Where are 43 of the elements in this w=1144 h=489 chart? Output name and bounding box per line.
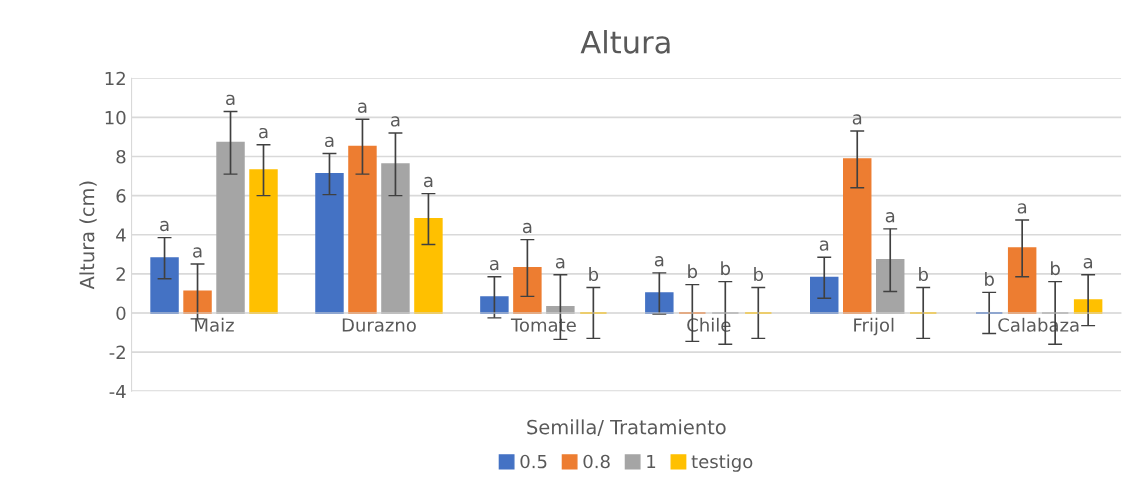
y-tick-label: 6: [116, 189, 126, 203]
legend-label: 0.5: [520, 454, 547, 469]
legend-label: testigo: [691, 454, 753, 472]
legend-label: 0.8: [583, 454, 610, 469]
y-tick-label: 2: [116, 267, 125, 281]
data-label: a: [358, 102, 367, 113]
data-label: a: [259, 127, 268, 139]
x-tick-label: Frijol: [854, 317, 894, 336]
data-label: a: [885, 212, 895, 223]
data-label: b: [919, 267, 928, 282]
data-label: a: [522, 222, 532, 234]
chart-title: Altura: [580, 30, 670, 54]
data-label: b: [688, 264, 698, 279]
data-label: b: [589, 267, 599, 282]
y-tick-label: 0: [116, 306, 126, 321]
data-label: a: [654, 256, 664, 267]
y-axis-title: Altura (cm): [79, 181, 97, 290]
data-label: a: [555, 258, 565, 269]
data-label: a: [226, 94, 235, 106]
data-label: a: [423, 176, 433, 188]
y-tick-label: -4: [109, 384, 126, 399]
data-label: a: [325, 136, 334, 148]
data-label: b: [985, 272, 994, 286]
y-tick-label: 10: [105, 110, 126, 125]
data-label: a: [852, 114, 862, 125]
data-label: b: [1051, 261, 1060, 276]
x-axis-title: Semilla/ Tratamiento: [527, 419, 726, 436]
data-label: a: [1083, 258, 1093, 269]
data-label: a: [1017, 203, 1027, 214]
legend-label: 1: [647, 454, 656, 469]
data-label: a: [390, 116, 400, 127]
x-tick-label: Maiz: [195, 317, 234, 332]
data-label: b: [754, 267, 764, 282]
data-label: a: [819, 240, 829, 251]
y-tick-label: 4: [116, 228, 126, 242]
data-label: a: [193, 247, 202, 258]
data-label: a: [489, 259, 499, 271]
x-tick-label: Durazno: [342, 318, 416, 332]
y-tick-label: -2: [109, 345, 125, 359]
y-tick-label: 12: [105, 71, 125, 86]
y-tick-label: 8: [116, 149, 126, 164]
data-label: b: [721, 261, 731, 276]
data-label: a: [160, 220, 169, 232]
